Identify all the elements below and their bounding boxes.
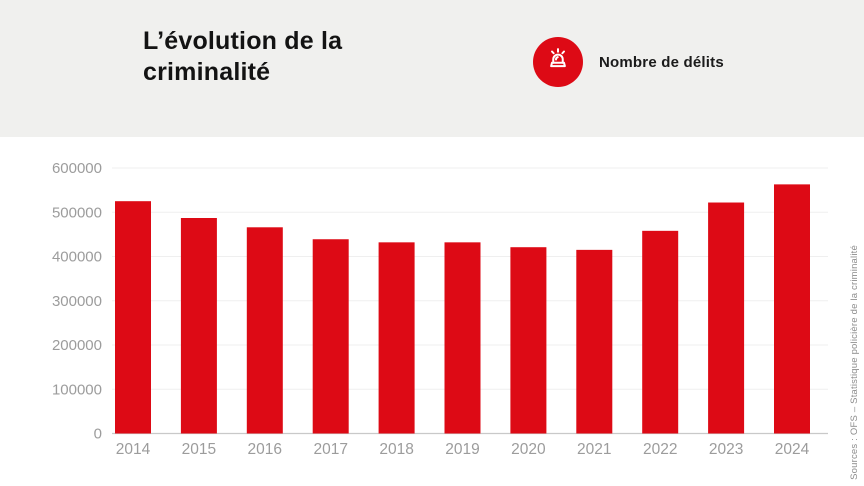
bar [312, 239, 349, 434]
y-tick-label: 300000 [52, 293, 102, 310]
bar [642, 230, 679, 434]
x-tick-label: 2021 [577, 441, 611, 458]
bar [246, 227, 283, 434]
y-tick-label: 400000 [52, 249, 102, 266]
legend-badge [533, 37, 583, 87]
x-tick-label: 2018 [379, 441, 413, 458]
x-tick-label: 2016 [248, 441, 282, 458]
siren-icon [543, 45, 573, 80]
bar [774, 184, 810, 434]
y-tick-label: 100000 [52, 381, 102, 398]
bar [708, 202, 745, 434]
x-tick-label: 2023 [709, 441, 743, 458]
x-tick-label: 2019 [445, 441, 479, 458]
bar [115, 201, 151, 434]
source-note: Sources : OFS – Statistique policière de… [849, 245, 860, 480]
x-tick-label: 2014 [116, 441, 151, 458]
bar [444, 242, 481, 434]
header: L’évolution de la criminalité Nombre de … [0, 0, 864, 137]
x-tick-label: 2022 [643, 441, 677, 458]
legend: Nombre de délits [533, 37, 724, 87]
page-title: L’évolution de la criminalité [143, 27, 343, 86]
x-tick-label: 2017 [313, 441, 347, 458]
bar [180, 218, 217, 434]
y-tick-label: 200000 [52, 337, 102, 354]
y-tick-label: 500000 [52, 204, 102, 221]
x-tick-label: 2020 [511, 441, 546, 458]
bar [378, 242, 415, 434]
bar [576, 249, 613, 434]
chart-area: 0 100000 200000 300000 400000 500000 600000 201… [36, 158, 836, 468]
x-tick-label: 2015 [182, 441, 216, 458]
bar [510, 247, 547, 434]
y-tick-label: 600000 [52, 160, 102, 177]
x-tick-label: 2024 [775, 441, 810, 458]
bar-chart: 0 100000 200000 300000 400000 500000 600000 201… [52, 160, 828, 458]
y-tick-label: 0 [94, 426, 102, 443]
legend-label: Nombre de délits [599, 53, 724, 71]
